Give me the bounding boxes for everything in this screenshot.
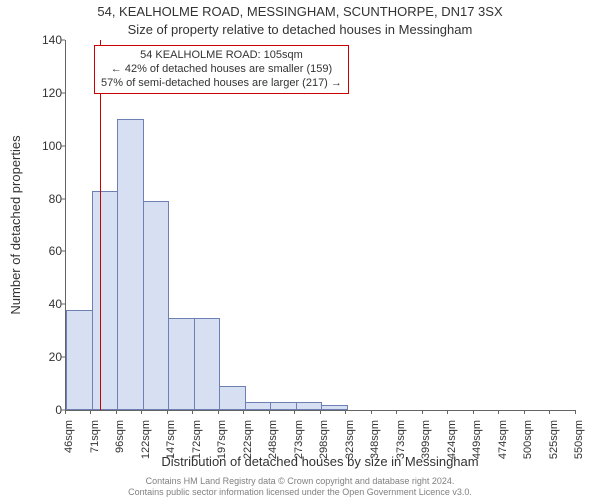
ytick-mark: [61, 304, 65, 305]
xtick-mark: [396, 410, 397, 414]
histogram-bar: [270, 402, 297, 410]
histogram-bar: [321, 405, 348, 410]
xtick-mark: [549, 410, 550, 414]
xtick-label: 172sqm: [191, 420, 203, 460]
xtick-label: 424sqm: [446, 420, 458, 460]
xtick-label: 71sqm: [89, 420, 101, 460]
xtick-mark: [243, 410, 244, 414]
xtick-label: 197sqm: [216, 420, 228, 460]
xtick-label: 525sqm: [548, 420, 560, 460]
footer-line1: Contains HM Land Registry data © Crown c…: [0, 476, 600, 487]
histogram-bar: [168, 318, 195, 411]
ytick-label: 140: [32, 33, 62, 47]
ytick-mark: [61, 357, 65, 358]
ytick-label: 100: [32, 139, 62, 153]
histogram-bar: [245, 402, 272, 410]
xtick-mark: [422, 410, 423, 414]
xtick-label: 147sqm: [165, 420, 177, 460]
ytick-label: 60: [32, 244, 62, 258]
xtick-label: 96sqm: [114, 420, 126, 460]
xtick-label: 222sqm: [242, 420, 254, 460]
xtick-label: 248sqm: [267, 420, 279, 460]
xtick-label: 273sqm: [293, 420, 305, 460]
ytick-label: 120: [32, 86, 62, 100]
xtick-label: 500sqm: [522, 420, 534, 460]
histogram-bar: [296, 402, 323, 410]
reference-line: [100, 40, 101, 410]
chart-container: 54, KEALHOLME ROAD, MESSINGHAM, SCUNTHOR…: [0, 0, 600, 500]
xtick-mark: [192, 410, 193, 414]
xtick-mark: [371, 410, 372, 414]
histogram-bar: [219, 386, 246, 410]
xtick-mark: [116, 410, 117, 414]
xtick-mark: [294, 410, 295, 414]
y-axis-label: Number of detached properties: [8, 40, 23, 410]
ytick-label: 40: [32, 297, 62, 311]
ytick-mark: [61, 145, 65, 146]
xtick-label: 399sqm: [420, 420, 432, 460]
annotation-box: 54 KEALHOLME ROAD: 105sqm ← 42% of detac…: [94, 45, 349, 94]
xtick-label: 474sqm: [497, 420, 509, 460]
xtick-label: 373sqm: [395, 420, 407, 460]
chart-title-line1: 54, KEALHOLME ROAD, MESSINGHAM, SCUNTHOR…: [0, 4, 600, 19]
histogram-bar: [92, 191, 119, 410]
xtick-mark: [447, 410, 448, 414]
ytick-label: 20: [32, 350, 62, 364]
xtick-mark: [575, 410, 576, 414]
plot-area: 54 KEALHOLME ROAD: 105sqm ← 42% of detac…: [65, 40, 576, 411]
xtick-mark: [473, 410, 474, 414]
xtick-label: 122sqm: [140, 420, 152, 460]
footer-attribution: Contains HM Land Registry data © Crown c…: [0, 476, 600, 498]
annotation-line1: 54 KEALHOLME ROAD: 105sqm: [101, 49, 342, 63]
annotation-line2: ← 42% of detached houses are smaller (15…: [101, 63, 342, 77]
xtick-label: 298sqm: [318, 420, 330, 460]
ytick-mark: [61, 40, 65, 41]
chart-title-line2: Size of property relative to detached ho…: [0, 22, 600, 37]
xtick-mark: [269, 410, 270, 414]
xtick-mark: [524, 410, 525, 414]
xtick-label: 323sqm: [344, 420, 356, 460]
xtick-mark: [65, 410, 66, 414]
ytick-mark: [61, 251, 65, 252]
histogram-bar: [66, 310, 93, 410]
histogram-bar: [143, 201, 170, 410]
annotation-line3: 57% of semi-detached houses are larger (…: [101, 77, 342, 91]
xtick-label: 46sqm: [63, 420, 75, 460]
xtick-mark: [345, 410, 346, 414]
xtick-label: 449sqm: [471, 420, 483, 460]
xtick-mark: [167, 410, 168, 414]
xtick-mark: [90, 410, 91, 414]
xtick-label: 550sqm: [573, 420, 585, 460]
xtick-label: 348sqm: [369, 420, 381, 460]
histogram-bar: [117, 119, 144, 410]
xtick-mark: [498, 410, 499, 414]
ytick-mark: [61, 92, 65, 93]
ytick-label: 0: [32, 403, 62, 417]
xtick-mark: [218, 410, 219, 414]
ytick-label: 80: [32, 192, 62, 206]
xtick-mark: [320, 410, 321, 414]
histogram-bar: [194, 318, 221, 411]
xtick-mark: [141, 410, 142, 414]
footer-line2: Contains public sector information licen…: [0, 487, 600, 498]
ytick-mark: [61, 198, 65, 199]
